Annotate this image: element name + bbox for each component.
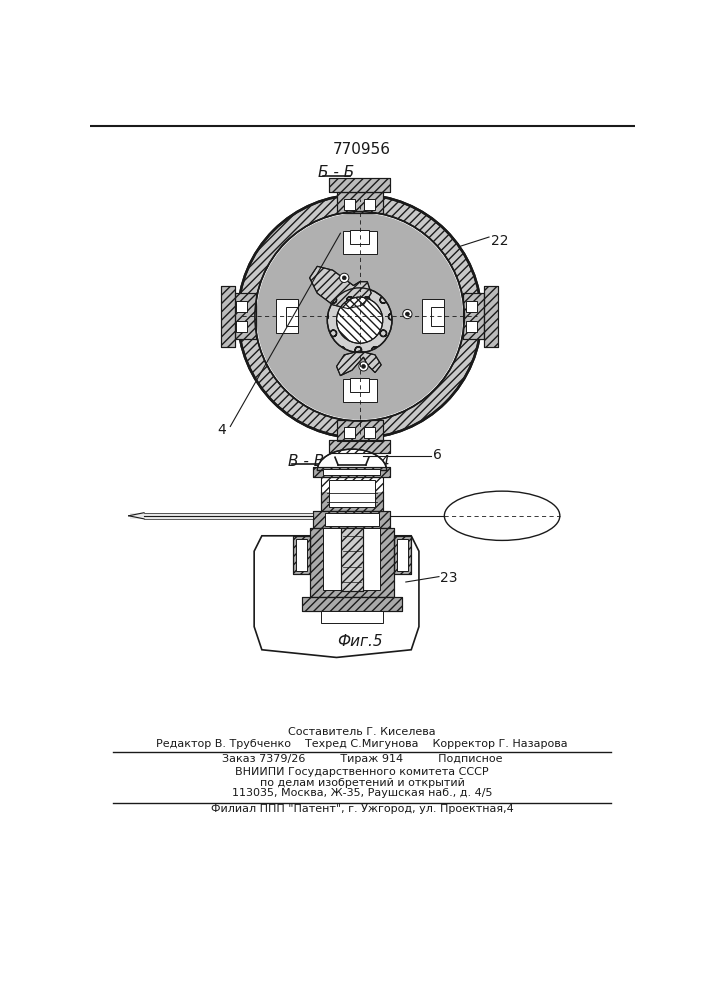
Bar: [313, 511, 390, 528]
Bar: [329, 480, 375, 507]
Bar: [337, 192, 382, 213]
Text: 23: 23: [440, 571, 458, 585]
Bar: [463, 293, 484, 339]
Polygon shape: [310, 266, 371, 309]
Bar: [364, 199, 375, 210]
Bar: [235, 293, 257, 339]
Bar: [276, 299, 298, 333]
Bar: [351, 378, 369, 392]
Bar: [302, 597, 402, 611]
Polygon shape: [337, 351, 381, 376]
Bar: [395, 536, 411, 574]
Bar: [337, 420, 382, 441]
Circle shape: [403, 309, 412, 319]
Text: В - В: В - В: [288, 454, 324, 469]
Bar: [236, 321, 247, 332]
Bar: [329, 440, 390, 453]
Circle shape: [359, 362, 368, 371]
Bar: [344, 427, 355, 438]
Bar: [313, 511, 390, 528]
Circle shape: [339, 273, 349, 282]
Circle shape: [361, 364, 366, 368]
Text: Фиг.5: Фиг.5: [337, 634, 382, 649]
Circle shape: [257, 213, 463, 420]
Bar: [302, 597, 402, 611]
Bar: [236, 301, 247, 312]
Circle shape: [255, 212, 464, 421]
Bar: [324, 528, 380, 590]
Bar: [395, 536, 411, 574]
Bar: [324, 469, 380, 475]
Bar: [463, 293, 484, 339]
Bar: [344, 199, 355, 210]
Bar: [431, 307, 443, 326]
Circle shape: [405, 312, 409, 316]
Bar: [310, 528, 395, 597]
Bar: [235, 293, 257, 339]
Bar: [484, 286, 498, 347]
Circle shape: [337, 297, 382, 343]
Text: 22: 22: [491, 234, 508, 248]
Bar: [364, 427, 375, 438]
Bar: [329, 178, 390, 192]
Text: ВНИИПИ Государственного комитета СССР: ВНИИПИ Государственного комитета СССР: [235, 767, 489, 777]
Bar: [293, 536, 310, 574]
Bar: [130, 513, 313, 519]
Bar: [484, 286, 498, 347]
Bar: [316, 470, 388, 492]
Bar: [313, 467, 390, 477]
Text: Составитель Г. Киселева: Составитель Г. Киселева: [288, 727, 436, 737]
Circle shape: [342, 276, 346, 280]
Bar: [341, 528, 363, 591]
Bar: [321, 477, 382, 511]
Bar: [321, 611, 382, 623]
Circle shape: [238, 195, 481, 438]
Bar: [221, 286, 235, 347]
Text: 770956: 770956: [333, 142, 391, 157]
Text: 4: 4: [218, 423, 226, 437]
Ellipse shape: [317, 449, 387, 492]
Text: Филиал ППП "Патент", г. Ужгород, ул. Проектная,4: Филиал ППП "Патент", г. Ужгород, ул. Про…: [211, 804, 513, 814]
Bar: [296, 539, 307, 571]
Text: Редактор В. Трубченко    Техред С.Мигунова    Корректор Г. Назарова: Редактор В. Трубченко Техред С.Мигунова …: [156, 739, 568, 749]
Bar: [310, 528, 395, 597]
Bar: [329, 440, 390, 453]
Bar: [466, 301, 477, 312]
Bar: [422, 299, 443, 333]
Bar: [466, 321, 477, 332]
Bar: [313, 467, 390, 477]
Text: Б - Б: Б - Б: [318, 165, 355, 180]
Bar: [286, 307, 298, 326]
Bar: [293, 536, 310, 574]
Text: Заказ 7379/26          Тираж 914          Подписное: Заказ 7379/26 Тираж 914 Подписное: [222, 754, 502, 764]
Text: по делам изобретений и открытий: по делам изобретений и открытий: [259, 778, 464, 788]
Bar: [351, 230, 369, 244]
Bar: [321, 477, 382, 511]
Text: 6: 6: [433, 448, 442, 462]
Bar: [337, 192, 382, 213]
Circle shape: [327, 288, 392, 353]
Bar: [325, 513, 379, 526]
Bar: [343, 231, 377, 254]
Bar: [341, 528, 363, 591]
Bar: [397, 539, 408, 571]
Bar: [329, 178, 390, 192]
Bar: [337, 420, 382, 441]
Bar: [343, 379, 377, 402]
Bar: [221, 286, 235, 347]
Text: Фиг.4: Фиг.4: [344, 455, 390, 470]
Ellipse shape: [444, 491, 560, 540]
Text: 113035, Москва, Ж-35, Раушская наб., д. 4/5: 113035, Москва, Ж-35, Раушская наб., д. …: [232, 788, 492, 798]
